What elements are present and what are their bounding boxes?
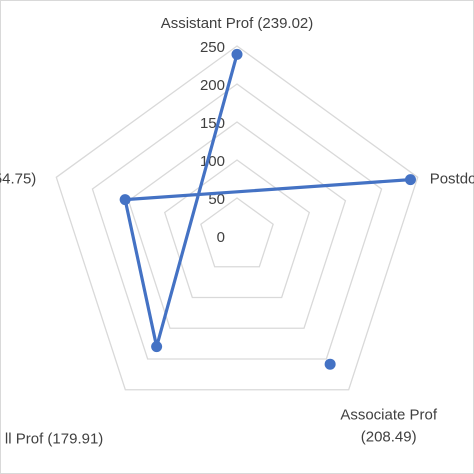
axis-category-label: (208.49) — [361, 429, 417, 446]
grid-ring — [127, 121, 347, 329]
tick-label: 0 — [217, 229, 225, 246]
data-point — [404, 174, 416, 186]
data-point — [151, 341, 163, 353]
radar-grid — [55, 45, 419, 391]
axis-category-label: Assistant Prof (239.02) — [161, 15, 314, 32]
axis-category-labels: Assistant Prof (239.02) Postdo Associate P… — [0, 15, 474, 448]
data-point — [119, 194, 131, 206]
grid-ring — [91, 83, 383, 360]
data-point — [324, 358, 336, 370]
axis-category-label: Associate Prof — [340, 407, 438, 424]
data-series — [119, 48, 416, 370]
tick-label: 100 — [200, 153, 225, 170]
grid-ring — [163, 159, 311, 299]
axis-category-label: Postdo — [430, 170, 474, 187]
axis-category-label: ll Prof (179.91) — [5, 431, 103, 448]
data-point — [231, 48, 243, 60]
grid-ring — [200, 197, 274, 268]
grid-ring — [55, 45, 419, 391]
axis-category-label: 54.75) — [0, 170, 36, 187]
tick-label: 50 — [208, 191, 225, 208]
series-line — [123, 53, 411, 349]
tick-label: 200 — [200, 77, 225, 94]
tick-label: 250 — [200, 39, 225, 56]
